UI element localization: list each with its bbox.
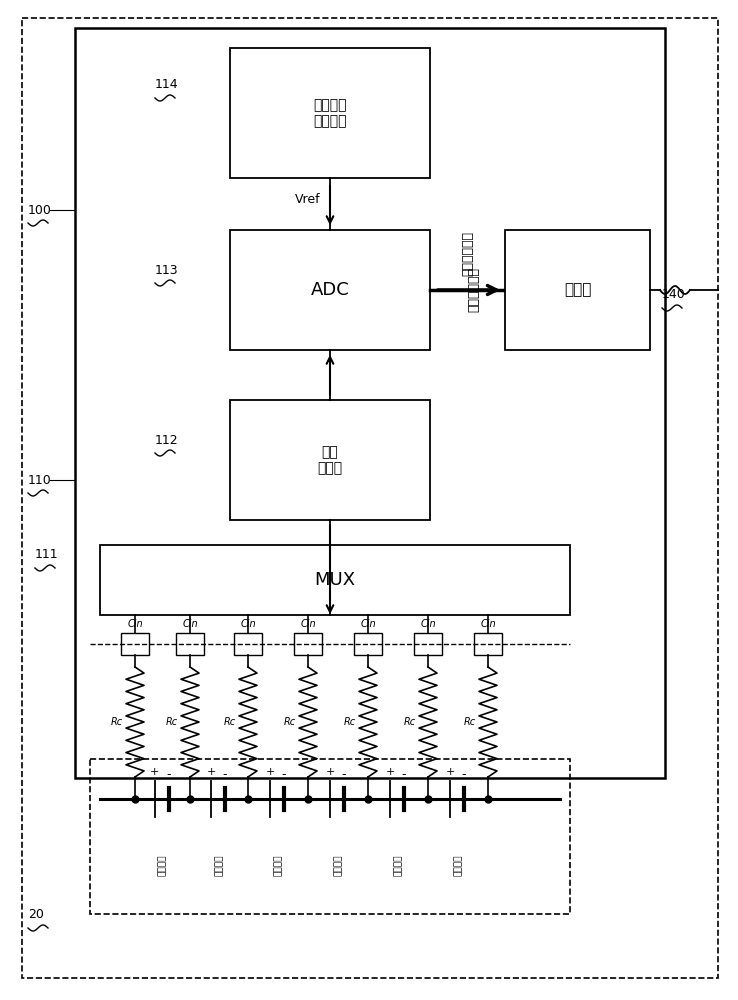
Text: +: + [207,767,215,777]
Text: 110: 110 [28,474,52,487]
Bar [414,633,442,655]
Text: 单元电池: 单元电池 [158,854,167,876]
Text: 100: 100 [28,204,52,217]
Text: Cin: Cin [360,619,376,629]
Text: Rc: Rc [166,717,178,727]
Text: 单元电池: 单元电池 [453,854,463,876]
Text: 单元电池: 单元电池 [215,854,224,876]
Text: Rc: Rc [284,717,296,727]
Text: 控制器: 控制器 [564,282,591,298]
Bar [230,400,430,520]
Text: 20: 20 [28,908,44,922]
Bar [354,633,382,655]
Text: 单元电池电压: 单元电池电压 [461,231,474,276]
Text: 单元电池电压: 单元电池电压 [467,267,480,312]
Text: -: - [223,768,227,781]
Text: Cin: Cin [300,619,316,629]
Text: +: + [445,767,455,777]
Text: -: - [401,768,406,781]
Text: 113: 113 [155,263,179,276]
Text: ADC: ADC [311,281,349,299]
Text: +: + [385,767,395,777]
Text: 单元电池: 单元电池 [334,854,342,876]
Text: -: - [166,768,170,781]
Bar [294,633,322,655]
Text: Rc: Rc [344,717,356,727]
Text: Rc: Rc [464,717,476,727]
Text: 单元电池: 单元电池 [274,854,283,876]
Bar [474,633,502,655]
Text: -: - [462,768,466,781]
Text: Rc: Rc [404,717,416,727]
Text: Rc: Rc [111,717,123,727]
Text: +: + [266,767,275,777]
Text: Cin: Cin [240,619,256,629]
Text: 112: 112 [155,434,179,446]
Text: 单元电池: 单元电池 [393,854,402,876]
Text: Cin: Cin [420,619,436,629]
Bar [90,759,570,914]
Bar [75,28,665,778]
Text: 差分
放大器: 差分 放大器 [317,445,342,475]
Bar [176,633,204,655]
Bar [230,230,430,350]
Text: Cin: Cin [480,619,496,629]
Bar [234,633,262,655]
Text: Cin: Cin [182,619,198,629]
Text: 111: 111 [35,548,58,562]
Text: MUX: MUX [314,571,356,589]
Text: Cin: Cin [127,619,143,629]
Text: Vref: Vref [295,193,320,206]
Bar [230,48,430,178]
Text: 114: 114 [155,79,179,92]
Bar [121,633,149,655]
Text: +: + [325,767,335,777]
Bar [100,545,570,615]
Text: 140: 140 [662,288,686,302]
Bar [505,230,650,350]
Text: -: - [282,768,286,781]
Text: 参考电压
供应电路: 参考电压 供应电路 [313,98,347,128]
Text: -: - [342,768,346,781]
Text: Rc: Rc [224,717,236,727]
Text: +: + [150,767,159,777]
